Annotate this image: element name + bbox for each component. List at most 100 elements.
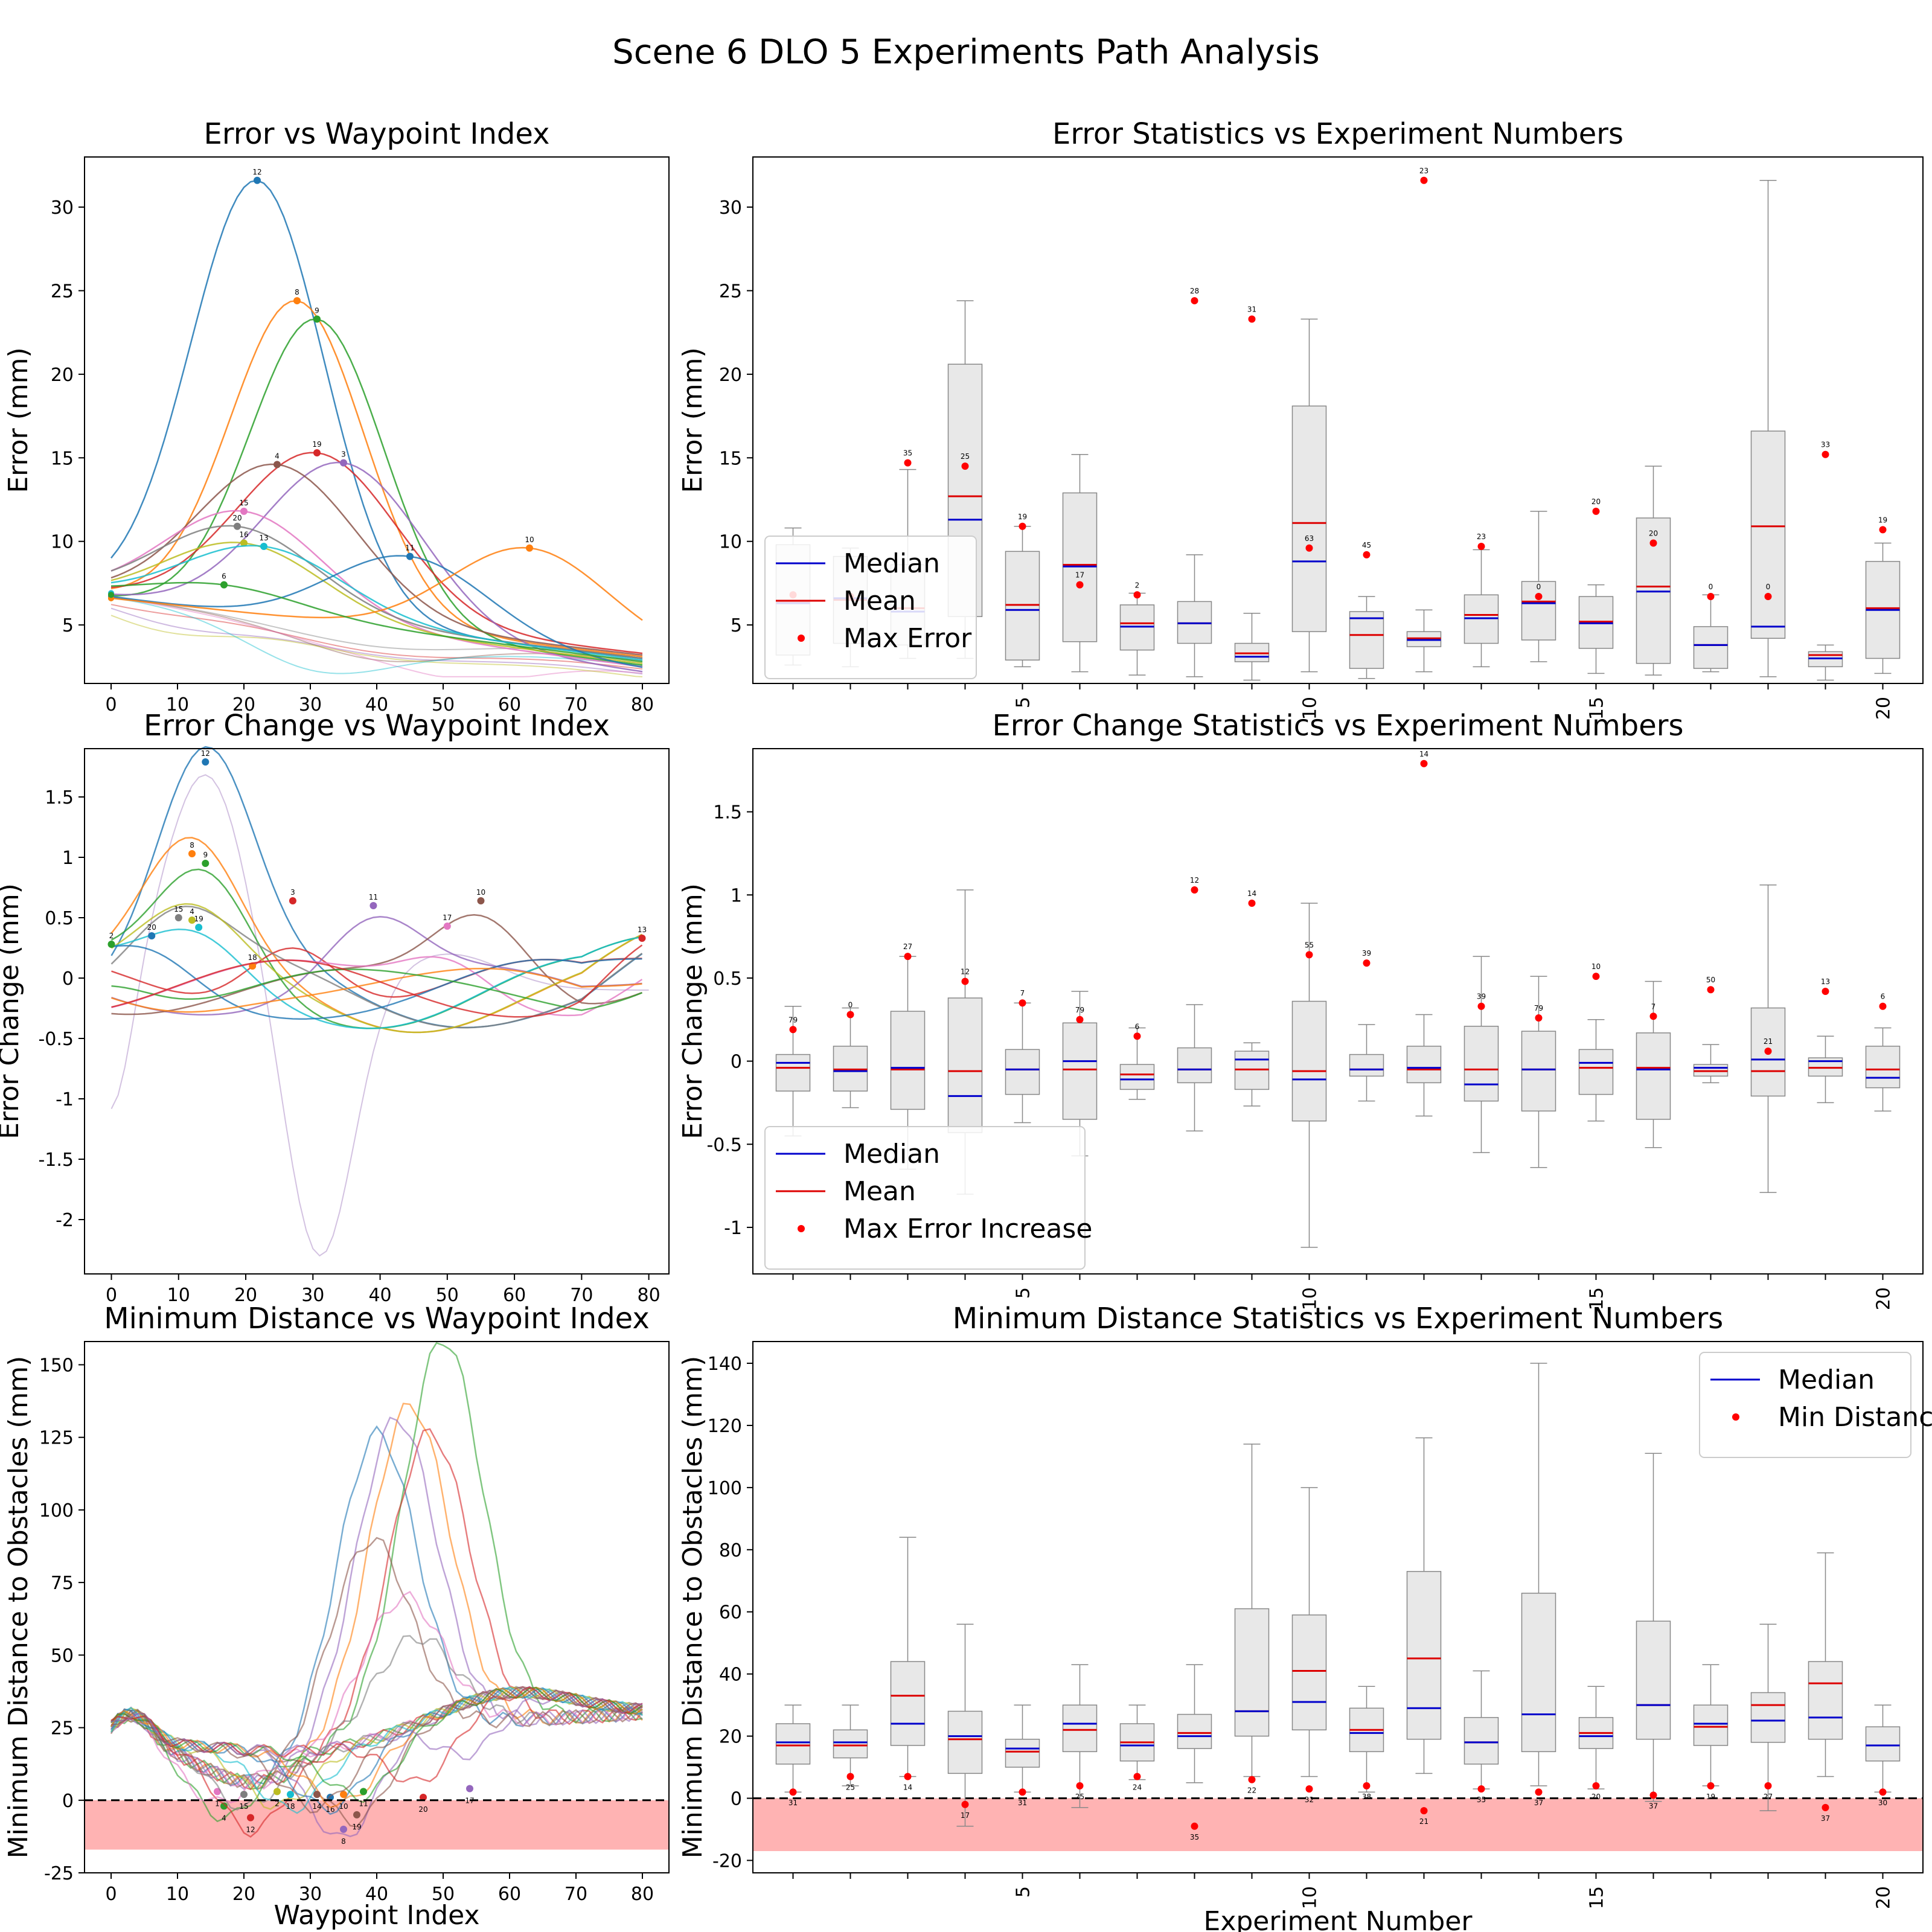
box-iqr — [1349, 1054, 1384, 1077]
min-distance-label: 10 — [339, 1802, 348, 1811]
min-distance-series-line — [110, 1416, 643, 1790]
marker-label: 37 — [1649, 1802, 1658, 1810]
error-change-series-line — [110, 906, 643, 1029]
error-change-peak-label: 9 — [203, 851, 208, 859]
min-distance-series-line — [110, 1687, 643, 1803]
x-tick-label: 10 — [166, 694, 189, 715]
marker-point — [1764, 593, 1772, 601]
min-distance-marker — [287, 1791, 294, 1799]
min_distance_vs_waypoint-panel: Minimum Distance vs Waypoint Index-25025… — [3, 1302, 670, 1931]
box-iqr — [1463, 1716, 1499, 1765]
marker-point — [1420, 176, 1428, 184]
marker-label: 39 — [1362, 949, 1371, 958]
min-distance-label: 15 — [239, 1802, 248, 1811]
error-series-line — [110, 463, 643, 656]
marker-label: 25 — [846, 1783, 855, 1791]
error_change_stats-title: Error Change Statistics vs Experiment Nu… — [992, 709, 1683, 743]
y-tick-label: 0 — [731, 1788, 742, 1809]
axes-frame — [84, 1341, 670, 1873]
box-iqr — [1865, 1046, 1901, 1089]
error-peak-marker — [240, 507, 248, 515]
box-exp-15: 20 — [1578, 497, 1614, 674]
box-iqr — [1521, 1593, 1556, 1753]
min-distance-marker — [247, 1814, 254, 1822]
error-series-line — [110, 510, 643, 668]
legend-box — [764, 1126, 1086, 1270]
error-series-line — [110, 607, 643, 675]
error-change-peak-marker — [202, 758, 210, 766]
marker-label: 6 — [1881, 993, 1886, 1001]
marker-label: 0 — [1766, 583, 1771, 591]
marker-label: 79 — [1534, 1004, 1543, 1012]
y-tick-label: -2 — [56, 1210, 74, 1231]
error-peak-marker — [293, 297, 301, 305]
marker-label: 14 — [1247, 889, 1256, 898]
box-exp-14: 37 — [1521, 1363, 1556, 1807]
box-exp-12: 23 — [1406, 167, 1442, 673]
error-change-peak-label: 12 — [201, 749, 210, 758]
marker-point — [1535, 593, 1543, 601]
marker-point — [1420, 1807, 1428, 1815]
marker-label: 38 — [1362, 1793, 1371, 1801]
marker-label: 35 — [1190, 1833, 1199, 1841]
error-peak-marker — [340, 459, 347, 467]
y-tick-label: 5 — [62, 615, 74, 636]
box-iqr — [775, 1723, 811, 1765]
box-exp-16: 7 — [1636, 980, 1671, 1148]
y-tick-label: 30 — [719, 197, 742, 219]
box-exp-16: 20 — [1636, 465, 1671, 676]
min-distance-label: 2 — [275, 1799, 280, 1808]
error-series-line — [110, 615, 643, 677]
box-exp-17: 19 — [1693, 1664, 1729, 1801]
marker-label: 14 — [903, 1783, 912, 1791]
min_distance_vs_waypoint-ylabel: Minimum Distance to Obstacles (mm) — [3, 1356, 34, 1859]
min-distance-marker — [313, 1791, 321, 1799]
error_stats-panel: Error Statistics vs Experiment Numbers 5 1… — [677, 117, 1924, 720]
x-tick-label: 80 — [631, 1884, 654, 1905]
marker-label: 35 — [1477, 1796, 1486, 1804]
marker-point — [789, 1026, 797, 1034]
box-exp-6: 25 — [1062, 1664, 1098, 1808]
marker-label: 12 — [1190, 876, 1199, 884]
danger-zone — [753, 1798, 1923, 1851]
error-peak-label: 9 — [315, 307, 319, 315]
error-change-peak-label: 8 — [190, 841, 194, 849]
y-tick-label: 120 — [708, 1416, 742, 1437]
marker-label: 27 — [903, 942, 912, 951]
marker-label: 39 — [1477, 993, 1486, 1001]
x-tick-label: 40 — [368, 1285, 391, 1306]
y-tick-label: 0 — [62, 968, 74, 990]
marker-label: 20 — [1649, 529, 1658, 537]
box-exp-11: 45 — [1349, 541, 1384, 679]
marker-label: 35 — [903, 449, 912, 458]
x-tick-label: 0 — [106, 1285, 117, 1306]
marker-label: 63 — [1305, 534, 1314, 543]
error-peak-label: 20 — [232, 514, 242, 522]
error-peak-label: 13 — [259, 534, 268, 542]
error-series-line — [110, 597, 643, 674]
marker-label: 17 — [1075, 571, 1084, 580]
marker-point — [1191, 1822, 1198, 1830]
x-tick-label: 5 — [1013, 697, 1034, 708]
y-tick-label: -20 — [712, 1850, 742, 1872]
marker-label: 23 — [1419, 167, 1428, 175]
x-tick-label: 5 — [1013, 1886, 1034, 1898]
x-tick-label: 70 — [565, 694, 587, 715]
x-tick-label: 70 — [565, 1884, 587, 1905]
x-tick-label: 80 — [631, 694, 654, 715]
box-iqr — [1750, 1692, 1786, 1743]
error-series-line — [110, 299, 643, 657]
y-tick-label: -0.5 — [706, 1134, 742, 1156]
x-tick-label: 40 — [365, 1884, 388, 1905]
error-change-peak-label: 4 — [190, 907, 194, 916]
min-distance-marker — [340, 1825, 347, 1833]
box-exp-20: 30 — [1865, 1704, 1901, 1807]
marker-label: 79 — [1075, 1006, 1084, 1014]
marker-point — [1248, 315, 1256, 323]
marker-point — [1879, 1788, 1887, 1796]
box-exp-13: 35 — [1463, 1670, 1499, 1804]
error-change-series-line — [111, 945, 642, 1020]
error-change-peak-label: 19 — [194, 915, 203, 923]
box-exp-13: 23 — [1463, 533, 1499, 668]
